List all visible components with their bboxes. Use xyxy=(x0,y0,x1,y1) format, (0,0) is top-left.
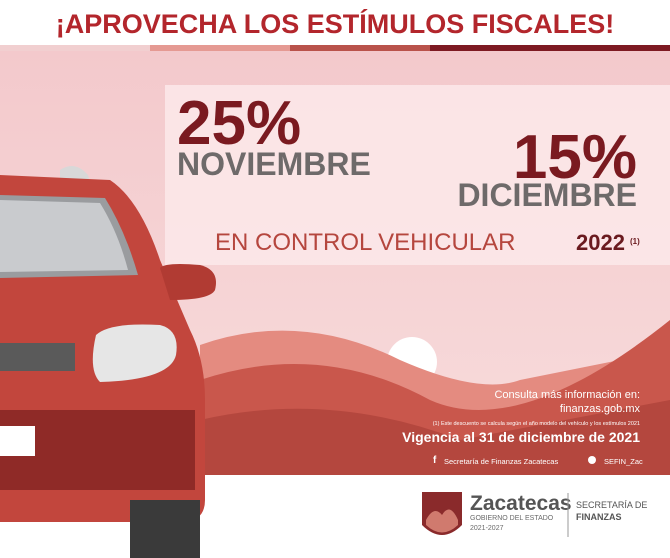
validity: Vigencia al 31 de diciembre de 2021 xyxy=(402,429,640,445)
website: finanzas.gob.mx xyxy=(560,403,641,415)
month: NOVIEMBRE xyxy=(177,146,371,182)
logo-state: Zacatecas xyxy=(470,492,572,515)
landscape xyxy=(200,320,670,475)
shield xyxy=(422,492,462,535)
facebook-icon: f xyxy=(433,455,437,466)
percent: 25% xyxy=(177,89,301,158)
twitter: SEFIN_Zac xyxy=(604,457,643,466)
consult: Consulta más información en: xyxy=(494,389,640,401)
footnote: (1) Este descuento se calcula según el a… xyxy=(433,421,640,427)
note-ref: (1) xyxy=(630,237,640,246)
twitter-icon xyxy=(588,456,596,464)
year: 2022 xyxy=(576,230,625,255)
subject: EN CONTROL VEHICULAR xyxy=(215,229,516,256)
secretariat: SECRETARÍA DE xyxy=(576,500,647,510)
title: ¡APROVECHA LOS ESTÍMULOS FISCALES! xyxy=(56,8,615,39)
facebook: Secretaría de Finanzas Zacatecas xyxy=(444,457,558,466)
secretariat: FINANZAS xyxy=(576,512,622,522)
text-panel xyxy=(165,85,670,265)
stripe xyxy=(0,45,670,51)
logo-period: 2021-2027 xyxy=(470,525,504,532)
logo-government: GOBIERNO DEL ESTADO xyxy=(470,515,554,522)
month: DICIEMBRE xyxy=(457,177,637,213)
car xyxy=(0,166,216,558)
percent: 15% xyxy=(513,123,637,192)
